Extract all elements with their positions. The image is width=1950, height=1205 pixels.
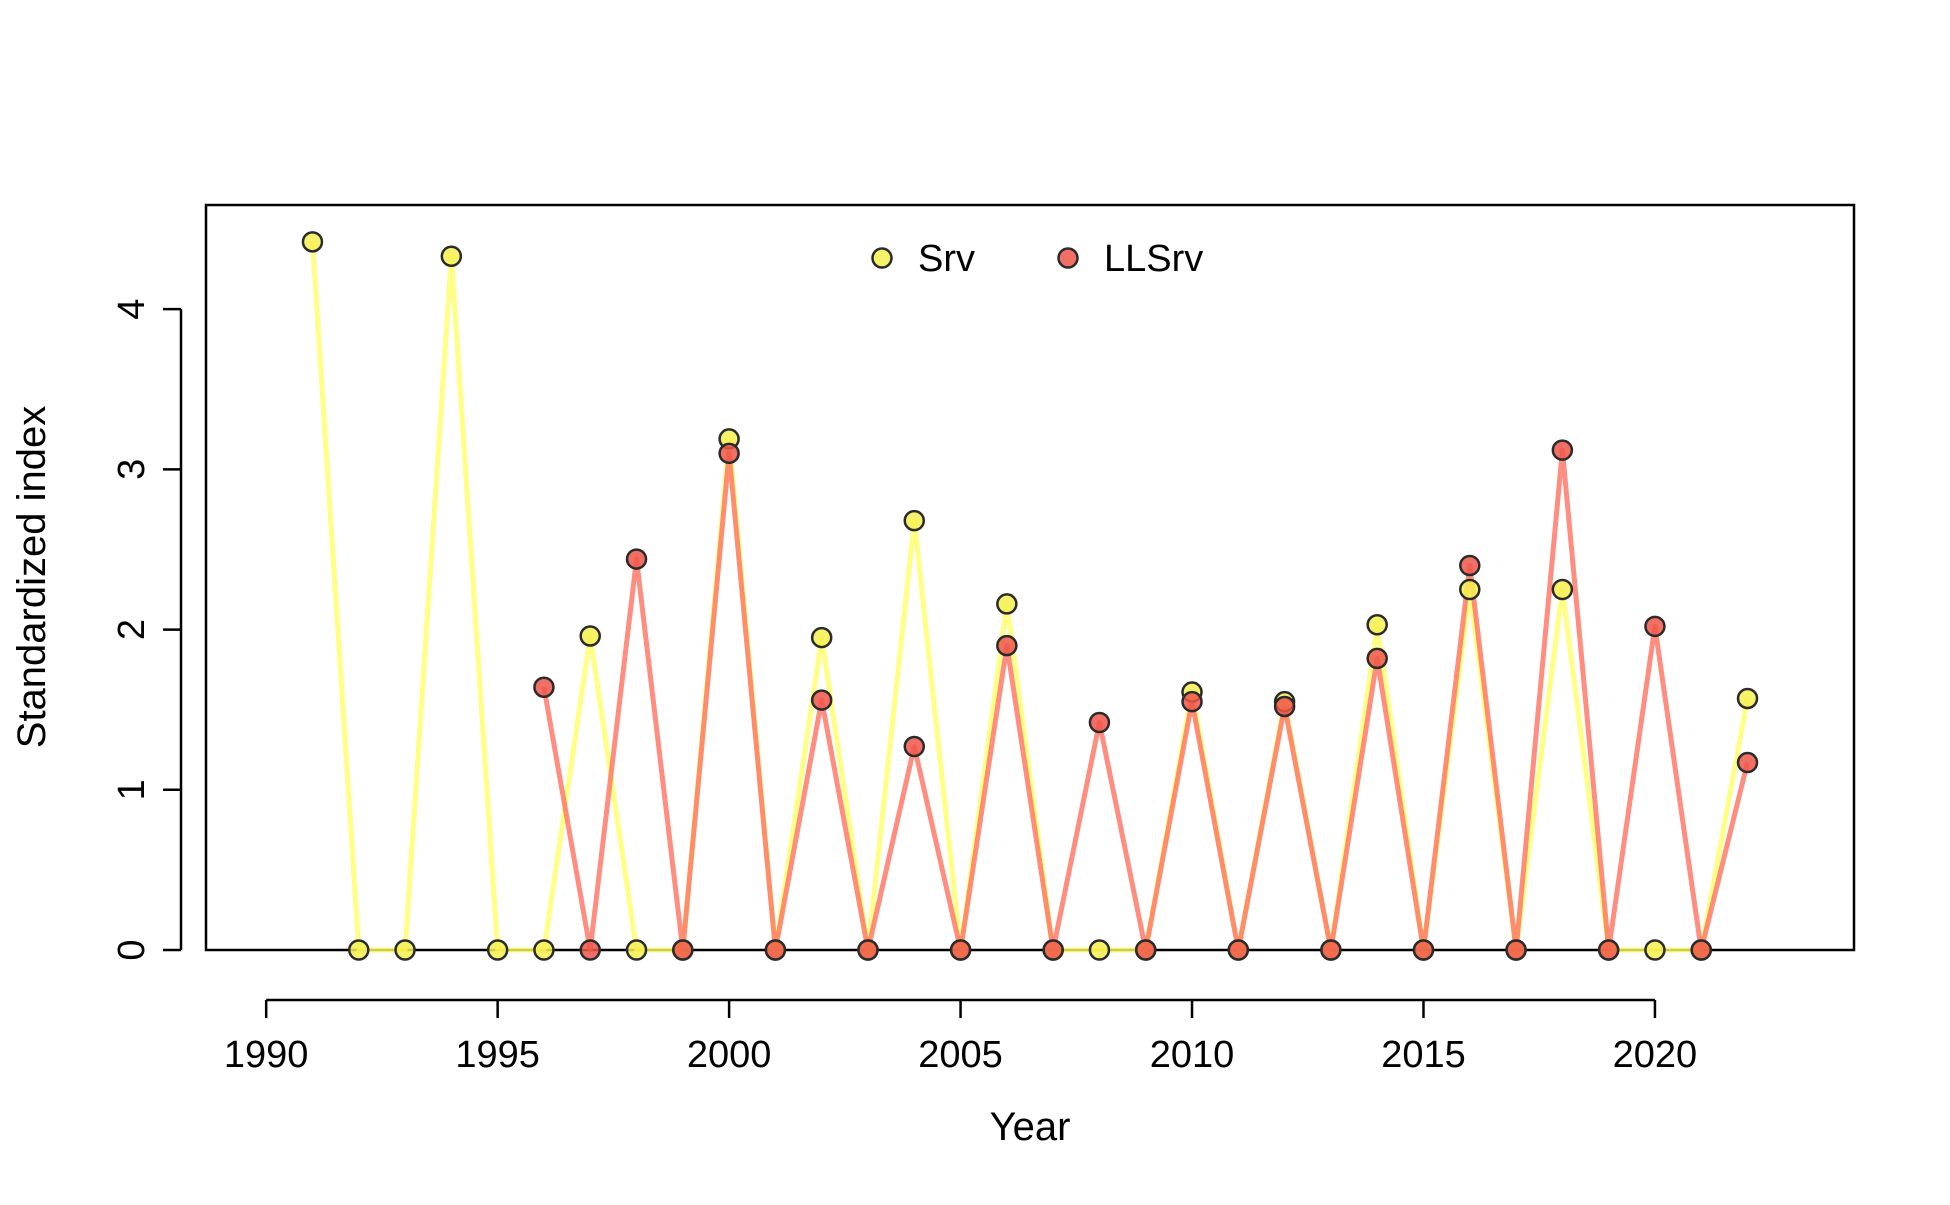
data-point-llsrv [1134,939,1157,961]
data-point-llsrv [1042,939,1064,961]
legend-label-srv: Srv [918,238,975,280]
x-tick-label: 2000 [687,1034,772,1076]
data-point-llsrv [1459,554,1481,577]
x-tick-label: 1995 [455,1034,540,1076]
data-point-llsrv [1181,690,1203,713]
axes: 1990 1995 2000 2005 2010 2015 2020 0 1 2 3 4 [111,299,1697,1076]
x-tick-label: 2010 [1150,1034,1235,1076]
data-point-srv [903,509,926,532]
data-point-srv [1366,614,1388,636]
data-point-srv [440,245,463,268]
y-tick-label: 0 [111,939,153,960]
x-tick-label: 2015 [1381,1034,1466,1076]
data-point-llsrv [1227,939,1250,961]
data-point-srv [348,939,370,961]
y-tick-label: 2 [111,619,153,640]
data-point-srv [486,939,509,961]
data-point-srv [301,231,324,253]
data-point-srv [1459,578,1481,601]
plot-frame [204,203,1856,952]
x-axis-title: Year [990,1105,1071,1149]
x-tick-label: 2020 [1613,1034,1698,1076]
y-tick-label: 3 [111,459,153,480]
data-point-llsrv [810,689,833,711]
y-tick-label: 1 [111,779,153,800]
legend-marker-srv [871,247,893,269]
data-point-srv [533,939,555,961]
data-point-llsrv [1644,615,1666,638]
data-point-srv [996,593,1018,615]
legend-label-llsrv: LLSrv [1104,238,1203,280]
data-point-llsrv [718,442,740,465]
data-point-srv [625,939,648,961]
data-point-llsrv [1320,939,1342,961]
y-axis-title: Standardized index [10,406,54,748]
data-point-llsrv [1690,939,1712,961]
data-point-srv [1551,578,1574,601]
series-lines [310,241,1750,953]
data-point-llsrv [1551,439,1574,461]
data-point-llsrv [1273,695,1296,718]
y-tick-label: 4 [111,299,153,320]
data-point-llsrv [579,939,601,961]
data-point-llsrv [996,634,1018,657]
data-point-srv [394,939,416,961]
data-point-llsrv [672,939,694,961]
series-line-srv [310,241,1750,953]
data-point-llsrv [903,735,926,758]
data-point-llsrv [949,939,972,961]
data-point-llsrv [1366,647,1388,670]
data-point-srv [1736,687,1759,710]
data-point-llsrv [533,676,555,698]
data-point-srv [579,625,601,647]
x-tick-label: 1990 [224,1034,309,1076]
data-point-llsrv [1412,939,1435,961]
data-point-srv [1644,939,1666,961]
legend-marker-llsrv [1057,247,1079,269]
series-points [301,231,1759,961]
data-point-srv [1088,939,1111,961]
x-tick-label: 2005 [918,1034,1003,1076]
data-point-llsrv [625,548,648,570]
data-point-llsrv [1736,751,1759,774]
legend: Srv LLSrv [871,238,1203,280]
data-point-llsrv [857,939,879,961]
series-line-llsrv [541,447,1750,953]
data-point-llsrv [1505,939,1527,961]
data-point-srv [810,626,833,649]
data-point-llsrv [1088,711,1111,734]
data-point-llsrv [764,939,787,961]
data-point-llsrv [1597,939,1620,961]
